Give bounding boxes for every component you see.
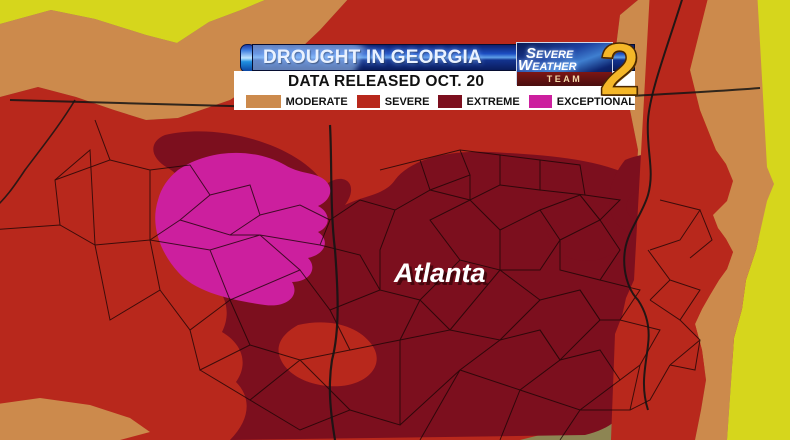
svg-text:Atlanta: Atlanta bbox=[393, 258, 486, 288]
